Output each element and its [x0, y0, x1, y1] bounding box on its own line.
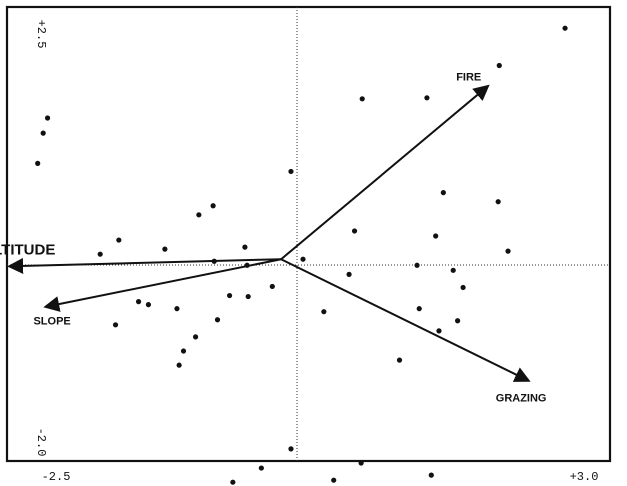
sample-point — [428, 472, 434, 478]
vector-label-altitude: ALTITUDE — [0, 241, 55, 258]
vector-label-grazing: GRAZING — [496, 392, 547, 404]
sample-point — [424, 95, 430, 101]
sample-point — [346, 271, 352, 277]
sample-point — [245, 293, 251, 300]
y-max-tick-label: +2.5 — [34, 20, 48, 49]
sample-point — [258, 465, 264, 471]
vector-label-slope: SLOPE — [33, 316, 70, 328]
sample-point — [214, 317, 221, 323]
y-min-tick-label: -2.0 — [34, 428, 48, 457]
environment-vectors-layer: FIRE ALTITUDE SLOPE GRAZING — [0, 72, 547, 405]
sample-point — [174, 306, 180, 312]
sample-point — [562, 25, 568, 31]
sample-point — [505, 248, 511, 254]
sample-point — [192, 334, 199, 340]
sample-point — [180, 348, 187, 354]
sample-point — [162, 246, 168, 252]
x-max-tick-label: +3.0 — [570, 470, 599, 484]
sample-point — [226, 292, 233, 299]
vector-slope — [43, 258, 282, 312]
sample-point — [460, 284, 466, 291]
sample-point — [321, 309, 327, 315]
plot-frame — [5, 5, 612, 463]
sample-point — [331, 477, 337, 483]
sample-point — [433, 233, 439, 239]
sample-point — [210, 203, 216, 209]
sample-point — [97, 251, 103, 257]
vector-fire — [280, 84, 490, 260]
vector-altitude — [7, 257, 282, 274]
sample-point — [495, 199, 501, 205]
sample-point — [416, 306, 422, 312]
sample-point — [176, 362, 182, 368]
sample-point — [40, 130, 46, 136]
sample-point — [116, 237, 122, 243]
sample-point — [436, 328, 442, 334]
sample-point — [112, 322, 119, 328]
sample-point — [196, 212, 202, 218]
sample-point — [44, 115, 51, 121]
sample-point — [351, 228, 358, 234]
sample-point — [288, 168, 294, 175]
sample-point — [135, 299, 142, 305]
sample-point — [269, 283, 275, 290]
sample-point — [300, 256, 306, 262]
sample-point — [455, 318, 461, 324]
sample-point — [358, 460, 364, 466]
sample-point — [230, 479, 236, 485]
vector-grazing — [280, 258, 531, 382]
sample-point — [145, 302, 152, 308]
sample-point — [288, 446, 294, 452]
x-min-tick-label: -2.5 — [42, 470, 71, 484]
sample-point — [396, 357, 403, 363]
sample-point — [35, 160, 41, 166]
sample-point — [242, 244, 248, 250]
sample-point — [440, 190, 446, 196]
sample-point — [450, 267, 456, 273]
sample-points-layer — [35, 25, 568, 485]
vector-label-fire: FIRE — [456, 72, 481, 84]
sample-point — [359, 96, 365, 102]
sample-point — [496, 62, 502, 69]
sample-point — [414, 262, 420, 268]
